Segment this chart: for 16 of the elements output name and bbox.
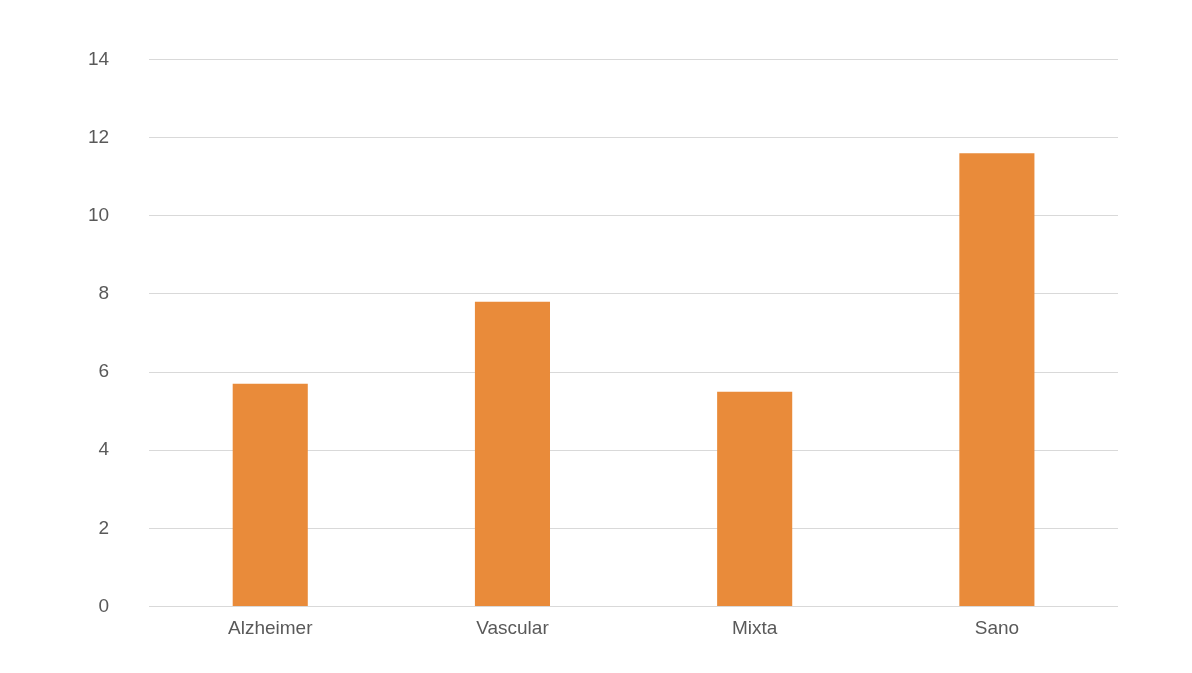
y-tick-label: 6	[98, 360, 110, 382]
bar	[717, 391, 793, 607]
y-tick-label: 10	[87, 203, 110, 225]
y-tick-label: 12	[87, 125, 110, 147]
x-tick-label: Alzheimer	[228, 617, 314, 639]
y-tick-label: 8	[98, 282, 110, 304]
x-tick-label: Sano	[974, 617, 1020, 639]
y-tick-label: 14	[87, 47, 110, 69]
bar	[474, 301, 550, 607]
y-tick-label: 0	[98, 594, 110, 616]
y-tick-label: 4	[98, 438, 110, 460]
x-tick-label: Vascular	[476, 617, 550, 639]
x-tick-label: Mixta	[731, 617, 778, 639]
y-tick-label: 2	[98, 516, 110, 538]
bar	[959, 153, 1035, 607]
bar	[232, 383, 308, 607]
